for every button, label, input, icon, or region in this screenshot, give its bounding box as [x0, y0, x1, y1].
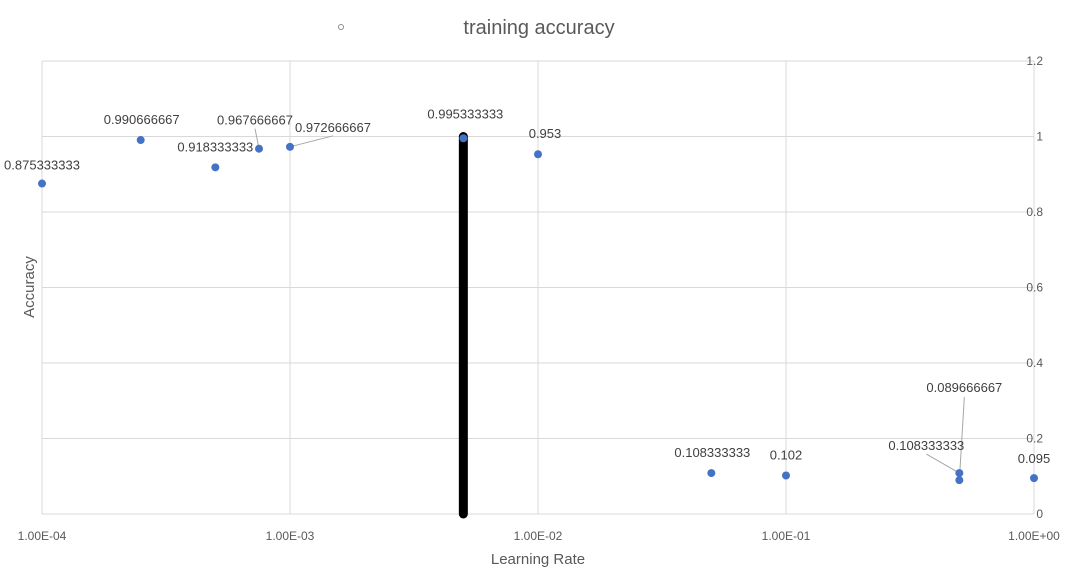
x-tick-label: 1.00E-04 — [18, 529, 67, 543]
data-point — [255, 144, 264, 153]
data-label: 0.108333333 — [888, 438, 964, 453]
data-label: 0.875333333 — [4, 158, 80, 173]
data-label: 0.089666667 — [926, 380, 1002, 395]
y-tick-label: 1 — [1036, 130, 1043, 144]
gridlines — [41, 60, 1035, 515]
y-axis-label: Accuracy — [21, 256, 38, 318]
x-tick-label: 1.00E-01 — [762, 529, 811, 543]
data-point — [211, 163, 220, 172]
leader-line — [926, 453, 960, 474]
y-tick-label: 0.2 — [1026, 432, 1043, 446]
leader-lines — [254, 128, 965, 481]
tick-labels: 0 0.2 0.4 0.6 0.8 1 1.2 1.00E-04 1.00E-03 1.00E-0… — [18, 54, 1061, 543]
y-tick-label: 0.4 — [1026, 356, 1043, 370]
y-tick-label: 0.8 — [1026, 205, 1043, 219]
data-point — [459, 134, 468, 143]
data-point — [707, 469, 716, 478]
y-tick-label: 1.2 — [1026, 54, 1043, 68]
data-point — [955, 476, 964, 485]
data-point — [534, 150, 542, 159]
data-point — [1030, 474, 1038, 483]
legend — [338, 24, 344, 30]
data-label: 0.102 — [770, 447, 803, 462]
x-axis-label: Learning Rate — [491, 551, 585, 568]
y-tick-label: 0.6 — [1026, 281, 1043, 295]
x-tick-label: 1.00E-02 — [514, 529, 563, 543]
data-label: 0.967666667 — [217, 113, 293, 128]
data-label: 0.953 — [529, 126, 562, 141]
data-label: 0.918333333 — [177, 139, 253, 154]
legend-marker — [338, 24, 344, 30]
x-tick-label: 1.00E+00 — [1008, 529, 1060, 543]
data-label: 0.990666667 — [104, 112, 180, 127]
data-label: 0.995333333 — [427, 106, 503, 121]
data-point — [955, 469, 964, 478]
data-point — [136, 136, 145, 145]
data-points — [38, 134, 1038, 485]
data-point — [286, 142, 294, 151]
data-point — [782, 471, 790, 480]
data-label: 0.972666667 — [295, 120, 371, 135]
data-point — [38, 179, 46, 188]
data-label: 0.108333333 — [674, 445, 750, 460]
data-label: 0.095 — [1018, 451, 1051, 466]
x-tick-label: 1.00E-03 — [266, 529, 315, 543]
y-tick-label: 0 — [1036, 507, 1043, 521]
data-labels: 0.875333333 0.990666667 0.918333333 0.96766… — [4, 106, 1050, 466]
leader-line — [289, 135, 334, 148]
leader-line — [958, 397, 965, 481]
chart-title: training accuracy — [463, 17, 614, 39]
